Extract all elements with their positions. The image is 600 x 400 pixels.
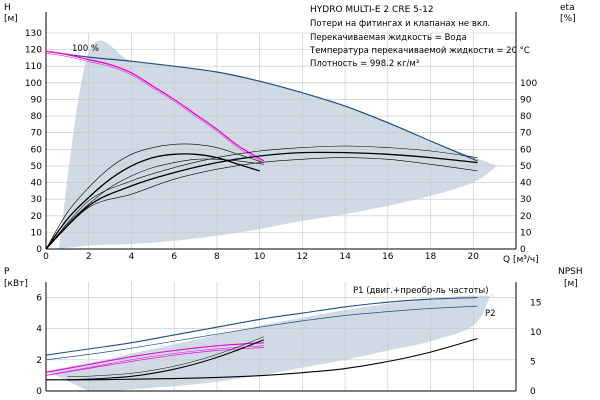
x-tick-label: 14 <box>339 252 351 262</box>
y-right-tick-label: 0 <box>530 387 536 397</box>
note-line: Перекачиваемая жидкость = Вода <box>310 33 467 43</box>
y-right-tick-label: 15 <box>530 299 541 309</box>
y-right-tick-label: 10 <box>520 228 532 238</box>
y-tick-label: 10 <box>31 228 43 238</box>
series-eta-max <box>45 151 478 250</box>
power-npsh-plot: 0 2 4 6 0 5 10 15 P [кВт] NPSH [м] <box>4 267 583 397</box>
y-axis-label: P <box>4 267 10 277</box>
x-tick-label: 20 <box>468 252 480 262</box>
series-max-head <box>45 50 478 162</box>
y-tick-label: 80 <box>31 112 43 122</box>
y-right-tick-label: 0 <box>520 245 526 255</box>
series-npsh-part-band <box>67 336 264 378</box>
x-tick-label: 16 <box>382 252 394 262</box>
note-line: Потери на фитингах и клапанах не вкл. <box>310 19 490 29</box>
y-right-tick-label: 60 <box>520 145 532 155</box>
series-p1-part <box>45 342 264 373</box>
series-npsh <box>45 338 478 381</box>
y-tick-label: 0 <box>36 387 42 397</box>
y-right-tick-label: 10 <box>530 328 542 338</box>
y-tick-label: 100 <box>25 79 42 89</box>
y-right-tick-label: 50 <box>520 162 532 172</box>
y-tick-label: 4 <box>36 325 42 335</box>
x-axis-label: Q [м³/ч] <box>503 255 539 265</box>
y-tick-label: 110 <box>25 62 42 72</box>
series-npsh-part <box>67 339 265 381</box>
y-tick-label: 50 <box>31 162 43 172</box>
series-eta-part-lower <box>45 158 264 250</box>
y-tick-label: 60 <box>31 145 43 155</box>
y-right-axis-label: eta <box>560 3 575 13</box>
x-tick-label: 10 <box>254 252 266 262</box>
y-right-tick-label: 30 <box>520 195 532 205</box>
series-p1 <box>45 297 478 356</box>
y-tick-label: 6 <box>36 294 42 304</box>
operating-envelope <box>58 40 500 249</box>
series-eta-part-band <box>45 143 264 250</box>
y-right-axis-label: [м] <box>564 279 578 289</box>
y-right-tick-label: 90 <box>520 95 532 105</box>
y-right-tick-label: 80 <box>520 112 532 122</box>
x-tick-label: 4 <box>129 252 135 262</box>
y-axis-label: [кВт] <box>4 279 28 289</box>
series-head-100-band <box>45 53 265 164</box>
series-head-100 <box>45 50 265 162</box>
x-tick-label: 6 <box>171 252 177 262</box>
series-eta-part <box>45 153 260 250</box>
y-right-tick-label: 40 <box>520 179 532 189</box>
series-p2 <box>45 305 478 361</box>
x-tick-label: 8 <box>214 252 220 262</box>
y-tick-label: 30 <box>31 195 43 205</box>
series-p1-part-band <box>45 345 264 376</box>
p2-series-label: P2 <box>485 309 496 319</box>
y-tick-label: 130 <box>25 29 42 39</box>
series-eta-max-lower <box>45 157 478 250</box>
series-eta-max-band <box>45 145 478 250</box>
y-tick-label: 120 <box>25 46 42 56</box>
note-line: Температура перекачиваемой жидкости = 20… <box>309 46 530 56</box>
y-right-tick-label: 20 <box>520 212 532 222</box>
y-tick-label: 0 <box>36 245 42 255</box>
x-tick-label: 0 <box>43 252 49 262</box>
y-tick-label: 40 <box>31 179 43 189</box>
series-p2-part <box>45 347 264 376</box>
y-right-tick-label: 100 <box>520 79 537 89</box>
operating-envelope <box>46 293 494 392</box>
chart-title: HYDRO MULTI-E 2 CRE 5-12 <box>310 5 434 15</box>
note-line: Плотность = 998.2 кг/м³ <box>310 59 419 69</box>
x-tick-label: 12 <box>297 252 308 262</box>
y-axis-label: [м] <box>4 14 18 24</box>
y-tick-label: 2 <box>36 356 42 366</box>
x-tick-label: 2 <box>86 252 92 262</box>
y-right-tick-label: 70 <box>520 129 532 139</box>
head-efficiency-plot: 0 2 4 6 8 10 12 14 16 18 2001020304050607080901001… <box>4 3 576 265</box>
y-tick-label: 90 <box>31 95 43 105</box>
y-tick-label: 20 <box>31 212 43 222</box>
p1-series-label: P1 (двиг.+преобр-ль частоты) <box>353 286 489 296</box>
y-right-axis-label: [%] <box>560 14 576 24</box>
y-axis-label: H <box>4 3 11 13</box>
y-right-tick-label: 5 <box>530 358 536 368</box>
y-tick-label: 70 <box>31 129 43 139</box>
x-tick-label: 18 <box>425 252 437 262</box>
curve-100-label: 100 % <box>72 44 99 54</box>
y-right-axis-label: NPSH <box>558 267 583 277</box>
